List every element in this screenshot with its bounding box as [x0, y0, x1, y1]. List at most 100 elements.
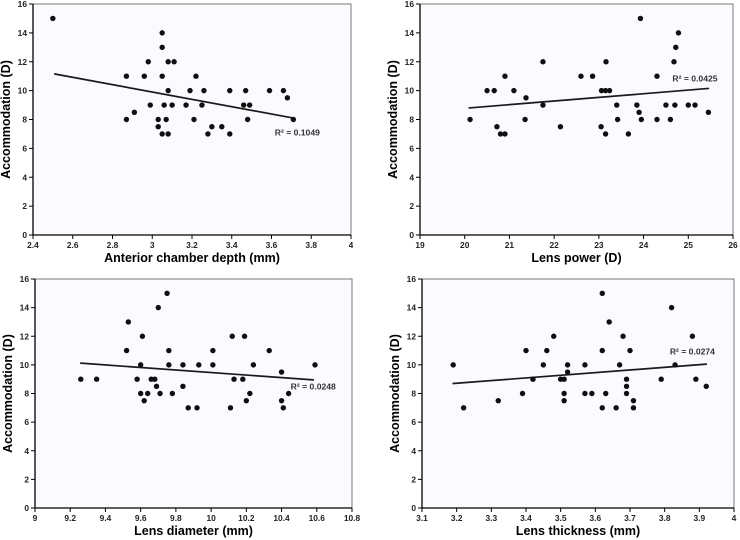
- trend-line: [79, 362, 315, 381]
- trend-line: [468, 87, 710, 109]
- y-tick-label: 6: [24, 417, 29, 427]
- data-point: [191, 116, 197, 123]
- data-point: [685, 102, 691, 108]
- data-point: [602, 131, 609, 137]
- data-point: [667, 116, 674, 123]
- data-point: [654, 73, 660, 79]
- data-point: [153, 383, 160, 390]
- y-tick-label: 14: [405, 28, 415, 38]
- panel-lens-diameter: 9 9.2 9.4 9.6 9.8 10 10.2 10.4 10.6 10.8 0 2 4 6 8 10 12…: [0, 270, 370, 540]
- data-point: [201, 87, 207, 94]
- data-point: [497, 131, 504, 137]
- x-tick-label: 10.6: [309, 513, 326, 523]
- data-point: [603, 390, 609, 397]
- y-axis-title: Accommodation (D): [388, 334, 402, 453]
- data-point: [625, 131, 632, 137]
- data-point: [169, 390, 176, 397]
- x-tick-label: 3.7: [624, 513, 636, 523]
- data-point: [210, 362, 216, 368]
- x-tick-label: 3.6: [590, 513, 602, 523]
- data-point: [166, 347, 172, 354]
- y-tick-label: 12: [405, 57, 415, 67]
- y-tick-label: 4: [411, 446, 416, 456]
- data-point: [511, 87, 517, 94]
- data-point: [540, 59, 546, 65]
- y-tick-label: 16: [18, 0, 28, 9]
- data-point: [219, 124, 225, 130]
- x-tick-label: 3.6: [266, 240, 278, 250]
- x-tick-label: 10.2: [238, 513, 255, 523]
- r-squared-label: R² = 0.0274: [670, 346, 715, 356]
- data-point: [157, 390, 163, 397]
- y-tick-label: 16: [405, 0, 415, 9]
- data-point: [180, 362, 186, 368]
- data-point: [280, 405, 287, 411]
- data-point: [266, 347, 272, 354]
- y-tick-label: 2: [24, 474, 29, 484]
- data-point: [692, 102, 698, 108]
- y-tick-label: 2: [411, 474, 416, 484]
- y-tick-label: 6: [411, 417, 416, 427]
- x-tick-label: 3.8: [305, 240, 317, 250]
- data-point: [193, 73, 199, 79]
- r-squared-label: R² = 0.0248: [291, 381, 336, 391]
- data-point: [630, 397, 637, 404]
- data-point: [623, 383, 630, 390]
- data-point: [616, 362, 623, 368]
- data-point: [227, 131, 233, 137]
- data-point: [519, 390, 526, 397]
- data-point: [551, 333, 557, 339]
- data-point: [141, 73, 147, 79]
- data-point: [603, 59, 609, 65]
- data-point: [246, 102, 253, 108]
- data-point: [227, 405, 234, 411]
- x-tick-label: 20: [460, 240, 470, 250]
- chart-accommodation-vs-anterior-chamber-depth: 2.4 2.6 2.8 3 3.2 3.4 3.6 3.8 4 0 2 4 6 8 10 12 14 16 R² =…: [0, 0, 354, 265]
- chart-accommodation-vs-lens-thickness: 3.1 3.2 3.3 3.4 3.5 3.6 3.7 3.8 3.9 4 0 2 4 6 8 10 12 14 1…: [388, 274, 737, 538]
- data-point: [599, 405, 605, 411]
- data-point: [564, 362, 571, 368]
- data-point: [123, 116, 130, 123]
- data-point: [125, 319, 132, 325]
- x-tick-label: 2.8: [107, 240, 119, 250]
- x-tick-label: 3.3: [486, 513, 498, 523]
- x-tick-label: 2.6: [67, 240, 79, 250]
- data-point: [693, 376, 699, 382]
- data-point: [467, 116, 473, 123]
- y-tick-label: 16: [407, 274, 417, 284]
- x-tick-label: 3: [150, 240, 155, 250]
- chart-accommodation-vs-lens-diameter: 9 9.2 9.4 9.6 9.8 10 10.2 10.4 10.6 10.8 0 2 4 6 8 10 12…: [1, 274, 360, 538]
- data-point: [159, 44, 165, 51]
- y-tick-label: 0: [409, 230, 414, 240]
- data-point: [540, 102, 546, 108]
- data-point: [495, 397, 501, 404]
- data-point: [93, 376, 100, 382]
- y-tick-label: 12: [407, 331, 417, 341]
- y-axis-title: Accommodation (D): [386, 60, 400, 179]
- x-tick-label: 3.9: [694, 513, 706, 523]
- data-point: [598, 87, 605, 94]
- y-tick-label: 14: [20, 303, 30, 313]
- data-point: [663, 102, 669, 108]
- x-tick-label: 23: [594, 240, 604, 250]
- data-point: [210, 347, 216, 354]
- data-point: [165, 87, 171, 94]
- x-tick-label: 19: [415, 240, 425, 250]
- y-tick-label: 14: [407, 303, 417, 313]
- data-point: [630, 405, 637, 411]
- x-tick-label: 10.4: [273, 513, 290, 523]
- x-tick-label: 3.4: [226, 240, 238, 250]
- data-point: [194, 405, 200, 411]
- data-point: [705, 109, 712, 115]
- data-point: [244, 116, 251, 123]
- y-tick-label: 8: [22, 115, 27, 125]
- data-point: [623, 376, 630, 382]
- data-point: [280, 87, 287, 94]
- data-point: [196, 362, 202, 368]
- r-squared-label: R² = 0.0425: [672, 73, 717, 83]
- x-axis-title: Lens diameter (mm): [134, 524, 253, 538]
- data-point: [139, 333, 146, 339]
- data-point: [636, 109, 642, 115]
- panel-lens-power: 19 20 21 22 23 24 25 26 0 2 4 6 8 10 12 14 16 R² = 0.0425…: [370, 0, 740, 270]
